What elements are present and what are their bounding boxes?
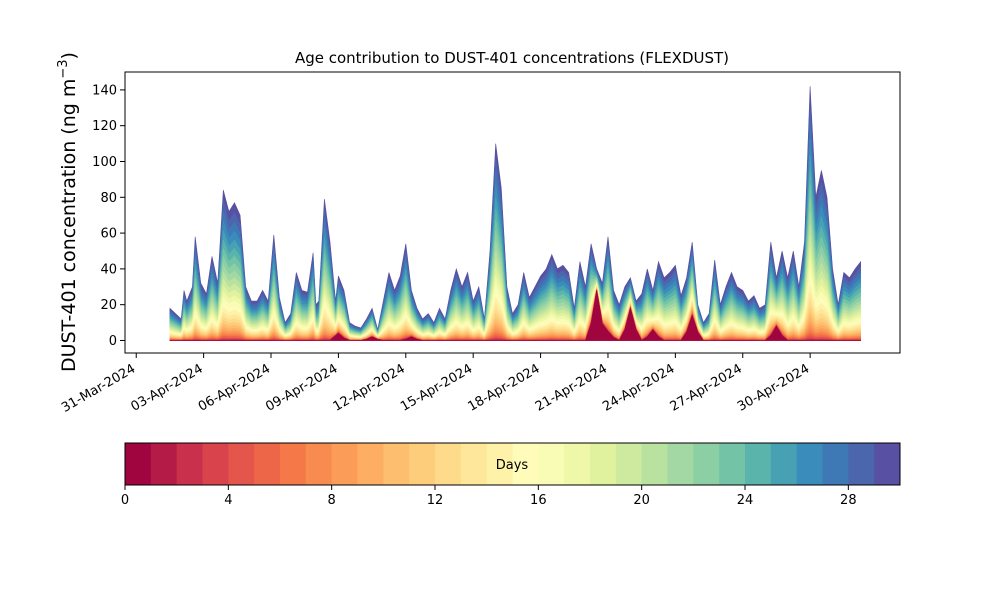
y-tick-label: 20	[100, 298, 117, 313]
colorbar-label: Days	[496, 458, 529, 473]
colorbar-swatch	[615, 443, 643, 485]
plot-frame	[124, 71, 901, 354]
colorbar-tick-label: 28	[840, 493, 857, 508]
x-tick-label: 09-Apr-2024	[263, 361, 340, 414]
colorbar-swatch	[331, 443, 358, 485]
colorbar-swatch	[357, 443, 384, 485]
colorbar-swatch	[745, 443, 772, 485]
colorbar-swatch	[125, 443, 152, 485]
colorbar-swatch	[770, 443, 798, 485]
y-tick-label: 80	[100, 191, 117, 206]
x-tick-label: 15-Apr-2024	[398, 361, 475, 414]
colorbar-swatch	[228, 443, 255, 485]
colorbar-tick-label: 24	[737, 493, 754, 508]
colorbar-swatch	[512, 443, 539, 485]
x-tick-label: 06-Apr-2024	[196, 361, 273, 414]
colorbar-swatch	[667, 443, 694, 485]
colorbar-swatch	[435, 443, 462, 485]
x-tick-label: 27-Apr-2024	[668, 361, 745, 414]
colorbar-ticks: 0 4 8 12 16 20 24 28	[121, 485, 857, 508]
colorbar-swatch	[486, 443, 513, 485]
x-tick-label: 21-Apr-2024	[533, 361, 610, 414]
colorbar-swatch	[383, 443, 410, 485]
colorbar-swatch	[693, 443, 720, 485]
y-tick-label: 60	[100, 227, 117, 242]
x-tick-label: 18-Apr-2024	[465, 361, 542, 414]
x-axis: 31-Mar-202403-Apr-202406-Apr-202409-Apr-…	[59, 353, 812, 416]
age-layers	[169, 86, 862, 341]
colorbar-swatch	[254, 443, 281, 485]
y-tick-label: 40	[100, 262, 117, 277]
y-tick-label: 140	[92, 83, 117, 98]
colorbar-tick-label: 20	[633, 493, 650, 508]
colorbar-swatch	[719, 443, 746, 485]
colorbar-tick-label: 0	[121, 493, 129, 508]
y-axis: 0 20 40 60 80 100 120 140	[92, 83, 125, 349]
colorbar-swatch	[874, 443, 901, 485]
y-tick-label: 0	[109, 334, 117, 349]
colorbar-swatch	[305, 443, 333, 485]
colorbar-swatch	[202, 443, 229, 485]
y-tick-label: 120	[92, 119, 117, 134]
x-tick-label: 30-Apr-2024	[735, 361, 812, 414]
y-tick-label: 100	[92, 155, 117, 170]
colorbar-frame	[124, 442, 901, 486]
x-tick-label: 12-Apr-2024	[331, 361, 408, 414]
colorbar-swatch	[538, 443, 565, 485]
colorbar-swatch	[796, 443, 823, 485]
colorbar-swatch	[641, 443, 668, 485]
colorbar-swatch	[848, 443, 875, 485]
colorbar-swatch	[460, 443, 488, 485]
colorbar-swatch	[822, 443, 849, 485]
colorbar-swatch	[150, 443, 178, 485]
y-axis-label: DUST-401 concentration (ng m−3)	[56, 52, 80, 372]
colorbar	[125, 443, 901, 485]
colorbar-swatch	[564, 443, 591, 485]
colorbar-tick-label: 12	[427, 493, 444, 508]
colorbar-swatch	[280, 443, 307, 485]
chart-title: Age contribution to DUST-401 concentrati…	[295, 49, 729, 67]
colorbar-tick-label: 16	[530, 493, 547, 508]
colorbar-swatch	[590, 443, 617, 485]
colorbar-swatch	[176, 443, 203, 485]
colorbar-tick-label: 4	[224, 493, 232, 508]
colorbar-swatch	[409, 443, 436, 485]
age-layer-0	[169, 290, 862, 341]
colorbar-tick-label: 8	[328, 493, 336, 508]
x-tick-label: 24-Apr-2024	[600, 361, 677, 414]
x-tick-label: 03-Apr-2024	[129, 361, 206, 414]
